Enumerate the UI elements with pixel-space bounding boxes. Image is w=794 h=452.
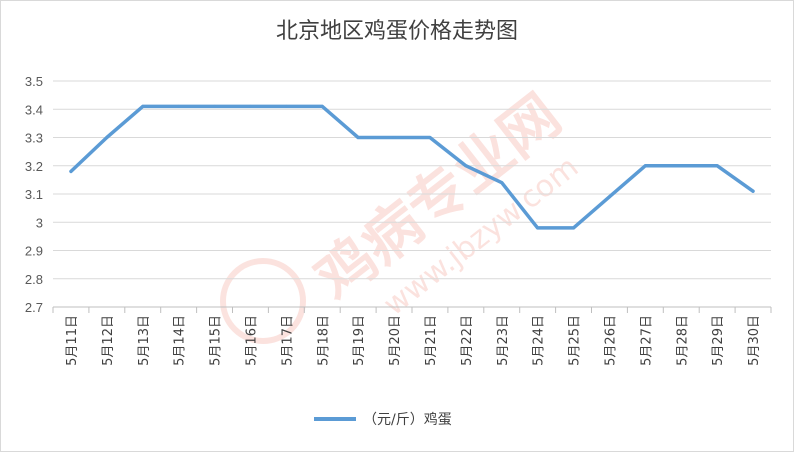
x-tick-label: 5月28日 — [675, 315, 690, 366]
y-axis-tick-labels: 3.5 3.4 3.3 3.2 3.1 3 2.9 2.8 2.7 — [25, 74, 43, 315]
x-axis: 5月11日 5月12日 5月13日 5月14日 5月15日 5月16日 5月17日 5月18日… — [52, 306, 772, 366]
data-point — [69, 169, 73, 173]
series-line — [69, 104, 755, 230]
data-point — [536, 226, 540, 230]
data-point — [392, 136, 396, 139]
data-point — [464, 164, 468, 168]
data-point — [572, 226, 576, 230]
y-tick-label: 2.8 — [25, 272, 43, 287]
chart-title: 北京地区鸡蛋价格走势图 — [275, 19, 518, 44]
data-point — [715, 164, 719, 168]
x-tick-label: 5月14日 — [173, 315, 188, 366]
data-point — [177, 104, 181, 108]
x-tick-label: 5月23日 — [496, 315, 511, 366]
data-point — [500, 181, 504, 185]
y-tick-label: 3 — [36, 215, 43, 230]
data-point — [356, 136, 360, 139]
x-tick-label: 5月30日 — [747, 315, 762, 366]
x-tick-label: 5月13日 — [137, 315, 152, 366]
x-tick-label: 5月27日 — [639, 315, 654, 366]
y-tick-label: 3.2 — [25, 159, 43, 174]
data-point — [428, 136, 432, 139]
y-tick-label: 2.7 — [25, 300, 43, 315]
y-tick-label: 3.1 — [25, 187, 43, 202]
data-point — [284, 104, 288, 108]
watermark-logo — [220, 258, 306, 344]
x-tick-label: 5月26日 — [603, 315, 618, 366]
y-tick-label: 2.9 — [25, 244, 43, 259]
y-tick-label: 3.5 — [25, 74, 43, 89]
x-tick-label: 5月20日 — [388, 315, 403, 366]
y-tick-label: 3.4 — [25, 102, 43, 117]
x-tick-label: 5月18日 — [316, 315, 331, 366]
data-point — [248, 104, 252, 108]
data-point — [607, 195, 611, 199]
data-point — [141, 104, 145, 108]
legend-label: （元/斤）鸡蛋 — [363, 411, 452, 428]
x-tick-label: 5月24日 — [532, 315, 547, 366]
watermark: 鸡病专业网 www.jbzyw.com — [220, 81, 585, 344]
x-tick-label: 5月11日 — [65, 315, 80, 366]
series-lines — [69, 104, 755, 230]
x-tick-label: 5月17日 — [280, 315, 295, 366]
data-point — [320, 104, 324, 108]
x-tick-label: 5月29日 — [711, 315, 726, 366]
x-tick-label: 5月16日 — [244, 315, 259, 366]
x-tick-label: 5月21日 — [424, 315, 439, 366]
x-tick-label: 5月19日 — [352, 315, 367, 366]
x-tick-label: 5月15日 — [209, 315, 224, 366]
x-tick-label: 5月25日 — [568, 315, 583, 366]
data-point — [751, 189, 755, 193]
y-tick-label: 3.3 — [25, 131, 43, 146]
x-tick-label: 5月22日 — [460, 315, 475, 366]
data-point — [105, 136, 109, 139]
data-point — [213, 104, 217, 108]
legend: （元/斤）鸡蛋 — [314, 411, 452, 428]
x-tick-label: 5月12日 — [101, 315, 116, 366]
data-point — [643, 164, 647, 168]
data-point — [679, 164, 683, 168]
